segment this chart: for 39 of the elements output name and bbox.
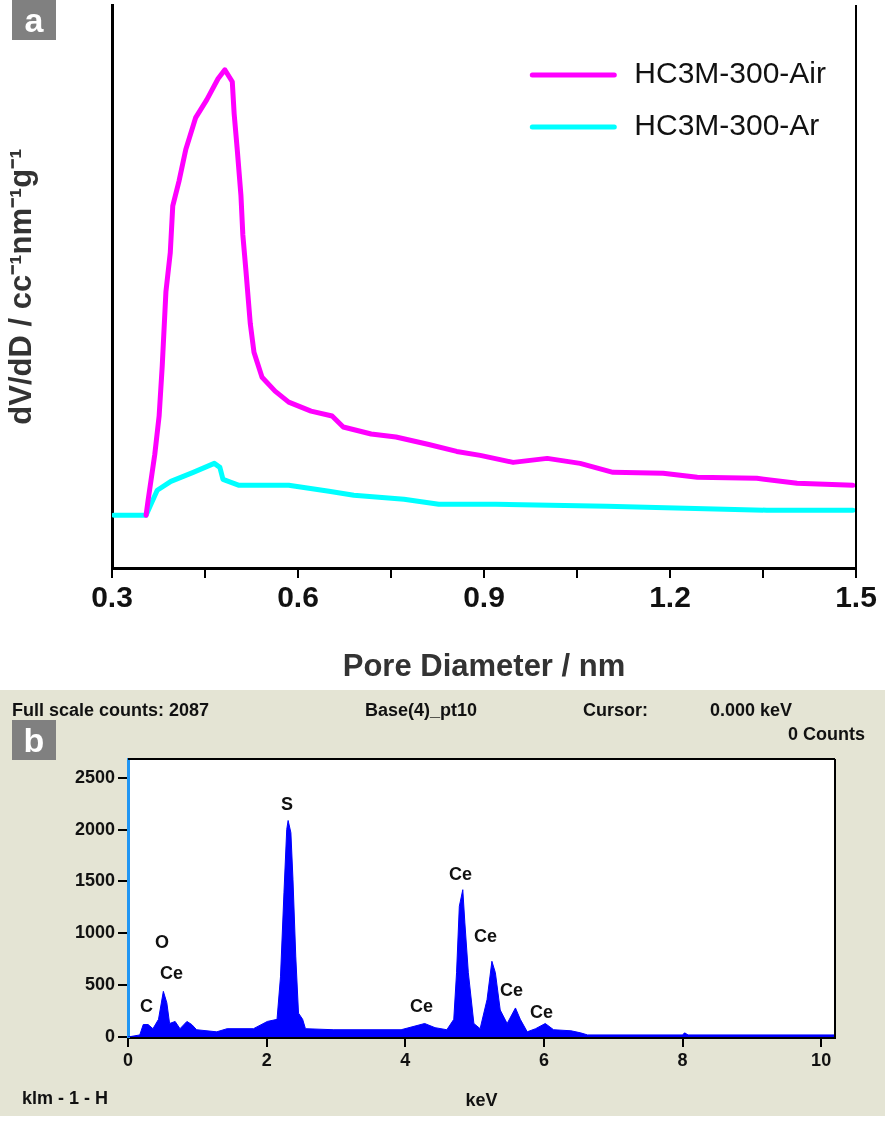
annotation: Ce xyxy=(530,1002,554,1023)
text: Full scale counts: 2087 xyxy=(12,700,210,721)
y-tick-label: 1500 xyxy=(74,870,115,891)
x-tick-label: 1.2 xyxy=(649,580,691,614)
y-tick-label: 2500 xyxy=(74,766,115,787)
text: 0 Counts xyxy=(787,724,865,745)
x-tick-label: 6 xyxy=(538,1049,549,1070)
x-tick-label: 10 xyxy=(811,1049,832,1070)
x-tick-label: 8 xyxy=(677,1049,688,1070)
y-tick-label: 1000 xyxy=(74,922,115,943)
annotation: C xyxy=(140,996,153,1017)
x-axis-title: keV xyxy=(465,1090,498,1111)
annotation: Ce xyxy=(500,980,524,1001)
x-tick-label: 0.6 xyxy=(277,580,319,614)
chart-title: a xyxy=(12,0,56,40)
annotation: O xyxy=(155,932,170,953)
x-tick-label: 2 xyxy=(261,1049,272,1070)
legend-label: HC3M-300-Ar xyxy=(634,108,820,142)
text: Base(4)_pt10 xyxy=(365,700,478,721)
x-tick-label: 4 xyxy=(400,1049,411,1070)
x-axis-title: Pore Diameter / nm xyxy=(342,647,626,683)
y-tick-label: 2000 xyxy=(74,818,115,839)
y-tick-label: 500 xyxy=(84,974,115,995)
chart-title: b xyxy=(12,720,56,760)
x-tick-label: 0 xyxy=(122,1049,134,1070)
x-tick-label: 0.3 xyxy=(91,580,133,614)
text: Cursor: xyxy=(583,700,649,721)
annotation: Ce xyxy=(160,963,184,984)
y-tick-label: 0 xyxy=(104,1025,115,1046)
text: 0.000 keV xyxy=(710,700,793,721)
annotation: Ce xyxy=(474,926,498,947)
annotation: Ce xyxy=(449,864,473,885)
x-tick-label: 0.9 xyxy=(463,580,505,614)
y-axis-title: dV/dD / cc⁻¹nm⁻¹g⁻¹ xyxy=(3,148,39,425)
annotation: S xyxy=(281,794,294,815)
text: klm - 1 - H xyxy=(22,1088,109,1109)
legend-label: HC3M-300-Air xyxy=(634,56,827,90)
x-tick-label: 1.5 xyxy=(835,580,877,614)
annotation: Ce xyxy=(410,996,434,1017)
